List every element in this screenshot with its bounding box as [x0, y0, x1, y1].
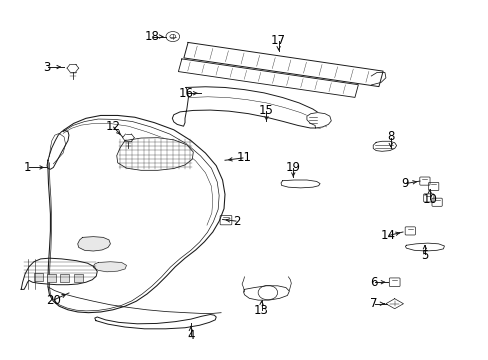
Polygon shape: [306, 113, 330, 128]
Polygon shape: [48, 116, 224, 313]
Text: 18: 18: [144, 30, 159, 43]
Bar: [74, 274, 82, 282]
Text: 4: 4: [187, 329, 194, 342]
Text: 1: 1: [24, 161, 31, 174]
Bar: [34, 273, 42, 281]
Text: 16: 16: [178, 87, 193, 100]
Polygon shape: [372, 141, 396, 151]
Polygon shape: [243, 286, 289, 300]
Polygon shape: [405, 243, 444, 251]
Text: 2: 2: [233, 215, 241, 228]
Polygon shape: [385, 299, 403, 309]
Text: 20: 20: [46, 294, 61, 307]
Text: 5: 5: [420, 249, 427, 262]
Polygon shape: [21, 258, 97, 289]
Text: 8: 8: [386, 130, 394, 144]
Polygon shape: [117, 138, 193, 170]
Text: 9: 9: [401, 177, 408, 190]
Text: 14: 14: [380, 229, 395, 242]
Text: 13: 13: [254, 305, 268, 318]
Text: 10: 10: [422, 193, 436, 206]
Text: 12: 12: [105, 120, 120, 133]
Text: 7: 7: [369, 297, 377, 310]
Polygon shape: [78, 237, 110, 251]
Polygon shape: [281, 180, 320, 188]
Text: 6: 6: [369, 276, 377, 289]
Polygon shape: [93, 262, 126, 272]
Text: 3: 3: [43, 60, 51, 73]
Bar: [47, 274, 56, 282]
Text: 11: 11: [237, 151, 251, 164]
Bar: [60, 274, 69, 282]
Polygon shape: [172, 87, 327, 128]
Polygon shape: [47, 131, 69, 169]
Text: 17: 17: [270, 33, 285, 47]
Text: 19: 19: [285, 161, 300, 174]
Polygon shape: [178, 59, 358, 98]
Polygon shape: [183, 42, 383, 87]
Polygon shape: [95, 315, 216, 329]
Text: 15: 15: [259, 104, 273, 117]
